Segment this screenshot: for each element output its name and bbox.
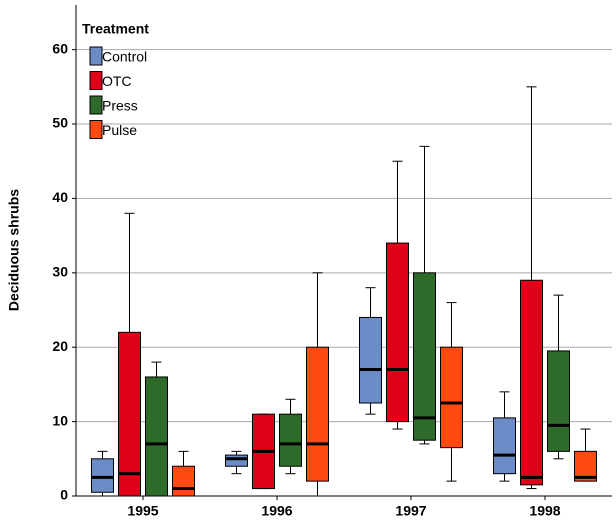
- box: [493, 417, 516, 475]
- box: [279, 413, 302, 467]
- legend-label: Press: [102, 98, 138, 114]
- box: [225, 454, 248, 467]
- x-tick-label: 1998: [529, 503, 560, 519]
- legend-label: OTC: [102, 73, 132, 89]
- legend-swatch: [89, 120, 103, 139]
- box: [306, 346, 329, 482]
- y-tick-label: 30: [52, 264, 68, 280]
- box: [520, 279, 543, 486]
- x-tick-label: 1995: [127, 503, 158, 519]
- box: [547, 350, 570, 452]
- box: [172, 465, 195, 497]
- legend-label: Pulse: [102, 122, 137, 138]
- y-tick-label: 10: [52, 412, 68, 428]
- y-tick-label: 40: [52, 189, 68, 205]
- box: [413, 272, 436, 441]
- legend-label: Control: [102, 49, 147, 65]
- y-tick-label: 0: [60, 487, 68, 503]
- box: [359, 316, 382, 404]
- box: [118, 331, 141, 497]
- legend-swatch: [89, 46, 103, 66]
- box: [145, 376, 168, 497]
- box: [386, 242, 409, 423]
- x-tick-label: 1996: [261, 503, 292, 519]
- y-axis-label: Deciduous shrubs: [6, 189, 22, 311]
- y-tick-label: 50: [52, 115, 68, 131]
- box: [574, 450, 597, 482]
- y-tick-label: 60: [52, 40, 68, 56]
- legend-swatch: [89, 71, 103, 90]
- y-tick-label: 20: [52, 338, 68, 354]
- box: [91, 458, 114, 493]
- legend-title: Treatment: [82, 21, 149, 37]
- legend-swatch: [89, 95, 103, 115]
- box: [440, 346, 463, 449]
- x-tick-label: 1997: [395, 503, 426, 519]
